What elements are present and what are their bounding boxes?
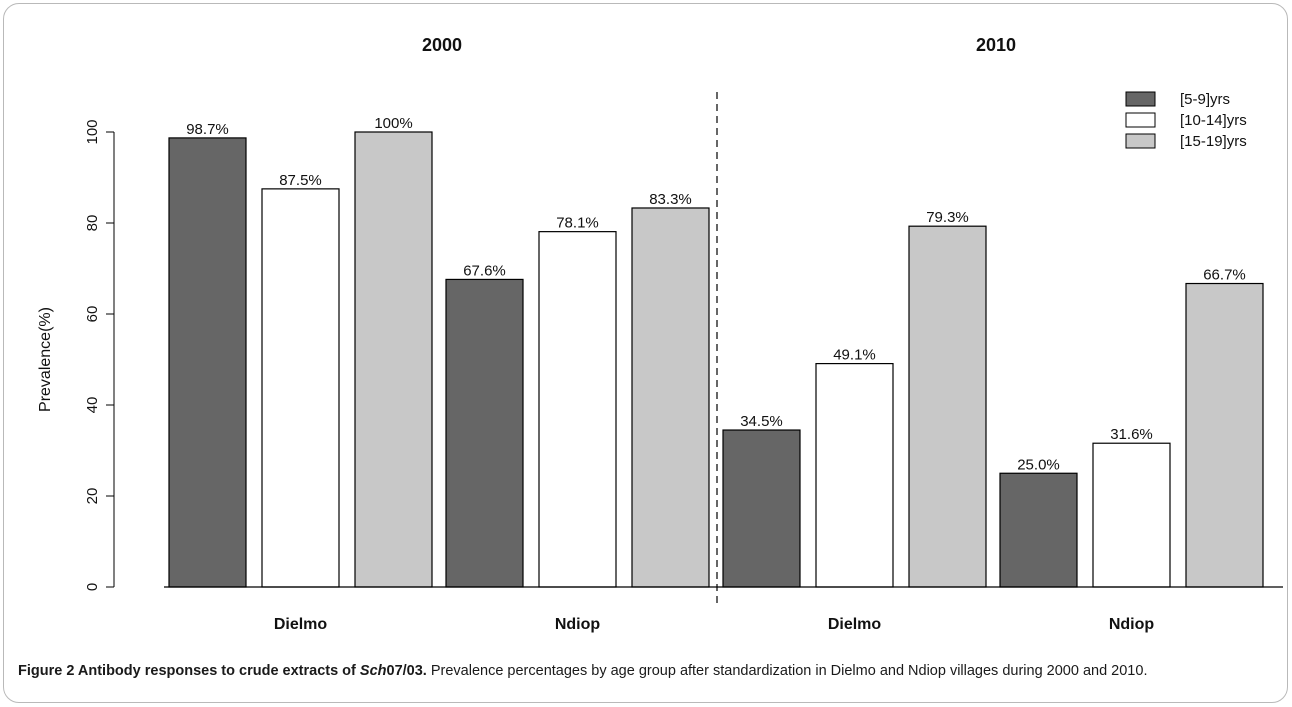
legend-swatch: [1125, 133, 1156, 149]
legend-swatch: [1125, 91, 1156, 107]
caption-title-italic: Sch: [359, 663, 387, 679]
data-label: 34.5%: [740, 413, 783, 430]
data-label: 87.5%: [279, 172, 322, 189]
figure-caption: Figure 2 Antibody responses to crude ext…: [18, 661, 1280, 682]
bar-[5-9]yrs-Ndiop: [445, 278, 524, 588]
caption-title-part2: 07/03.: [386, 663, 427, 679]
data-label: 66.7%: [1203, 267, 1246, 284]
bar-[15-19]yrs-Ndiop: [631, 207, 710, 588]
caption-title-part1: Figure 2 Antibody responses to crude ext…: [18, 663, 360, 679]
data-label: 25.0%: [1017, 456, 1060, 473]
data-label: 100%: [374, 115, 412, 132]
y-tick-label: 80: [84, 215, 101, 232]
legend-label: [5-9]yrs: [1180, 91, 1230, 108]
bar-[5-9]yrs-Dielmo: [722, 429, 801, 588]
data-label: 79.3%: [926, 209, 969, 226]
data-label: 49.1%: [833, 347, 876, 364]
bar-[10-14]yrs-Dielmo: [261, 188, 340, 588]
bar-[5-9]yrs-Ndiop: [999, 472, 1078, 588]
caption-title: Figure 2 Antibody responses to crude ext…: [18, 663, 427, 679]
data-label: 78.1%: [556, 215, 599, 232]
caption-text: Prevalence percentages by age group afte…: [426, 663, 1148, 679]
y-tick-label: 0: [84, 583, 101, 591]
legend-label: [10-14]yrs: [1180, 112, 1247, 129]
legend-swatch: [1125, 112, 1156, 128]
bar-[5-9]yrs-Dielmo: [168, 137, 247, 588]
panel-title: 2000: [422, 35, 462, 55]
category-label: Ndiop: [1109, 616, 1155, 633]
y-tick-label: 40: [84, 397, 101, 414]
category-label: Dielmo: [274, 616, 328, 633]
legend-label: [15-19]yrs: [1180, 133, 1247, 150]
category-label: Dielmo: [828, 616, 882, 633]
bar-[10-14]yrs-Dielmo: [815, 362, 894, 588]
data-label: 83.3%: [649, 191, 692, 208]
data-label: 31.6%: [1110, 426, 1153, 443]
bar-chart: 98.7% 67.6% 34.5% 25.0% 87.5% 78.1% 49.1% 31.6%…: [37, 35, 1283, 633]
bar-[10-14]yrs-Ndiop: [1092, 442, 1171, 588]
panel-title: 2010: [976, 35, 1016, 55]
figure-frame: 98.7% 67.6% 34.5% 25.0% 87.5% 78.1% 49.1% 31.6%…: [3, 3, 1288, 703]
bar-[15-19]yrs-Ndiop: [1185, 282, 1264, 588]
y-tick-label: 20: [84, 488, 101, 505]
data-label: 67.6%: [463, 262, 506, 279]
y-axis-title: Prevalence(%): [37, 307, 54, 412]
category-label: Ndiop: [555, 616, 601, 633]
bar-[15-19]yrs-Dielmo: [354, 131, 433, 588]
bar-[10-14]yrs-Ndiop: [538, 231, 617, 588]
y-tick-label: 100: [84, 119, 101, 144]
y-tick-label: 60: [84, 306, 101, 323]
data-label: 98.7%: [186, 121, 229, 138]
bar-[15-19]yrs-Dielmo: [908, 225, 987, 588]
